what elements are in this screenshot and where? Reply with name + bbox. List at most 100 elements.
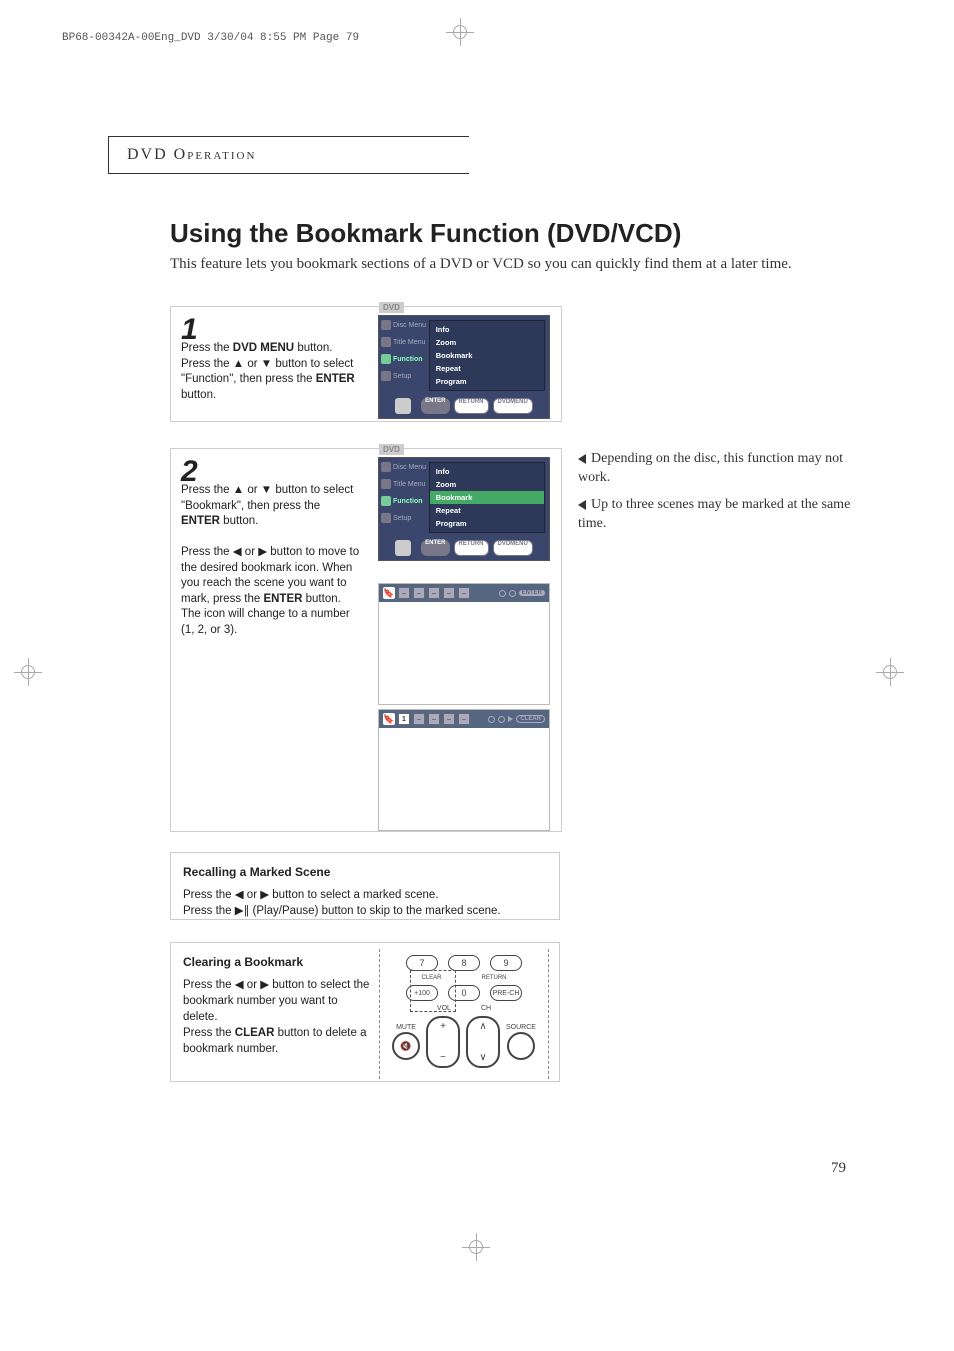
remote-btn-7: 7 [406,955,438,971]
lbl: Disc Menu [393,322,426,329]
side-note-2: Up to three scenes may be marked at the … [578,496,858,534]
dvd-mode-label: DVD [379,444,404,455]
menu-left-item: Setup [381,513,429,523]
triangle-icon [578,454,586,464]
dvdmenu-pill: DVDMENU [493,540,533,556]
nav-dot [488,716,495,723]
dpad-icon [395,398,411,414]
bookmark-slot: – [413,713,425,725]
bookmark-slot: – [458,713,470,725]
crop-mark-left [14,658,42,686]
page: BP68-00342A-00Eng_DVD 3/30/04 8:55 PM Pa… [0,0,954,1351]
menu-right-item: Info [430,465,544,478]
lbl: Title Menu [393,339,425,346]
triangle-icon [578,500,586,510]
menu-right-item: Repeat [430,362,544,375]
txt: Press the ◀ or ▶ button to select the bo… [183,979,369,1023]
lbl: Function [393,356,423,363]
dvd-mode-label: DVD [379,302,404,313]
box-heading: Recalling a Marked Scene [183,865,547,879]
menu-right-col: Info Zoom Bookmark Repeat Program [429,320,545,391]
remote-btn-prech: PRE-CH [490,985,522,1001]
enter-pill: ENTER [421,398,449,414]
bookmark-slot: – [398,587,410,599]
txt: button. [302,593,340,605]
return-pill: RETURN [454,398,489,414]
enter-label: ENTER [519,590,545,596]
page-number: 79 [831,1160,846,1177]
txt-bold: ENTER [181,515,220,527]
bookmark-slot: – [443,587,455,599]
menu-left-item-selected: Function [381,496,429,506]
bookmark-slot: – [428,713,440,725]
menu-right-item: Repeat [430,504,544,517]
menu-button-row: ENTER RETURN DVDMENU [379,537,549,560]
crop-mark-top [446,18,474,46]
txt: button. [181,389,216,401]
crop-mark-right [876,658,904,686]
remote-btn-ch: ∧∨ [466,1016,500,1068]
remote-btn-mute: 🔇 [392,1032,420,1060]
remote-btn-source [507,1032,535,1060]
menu-left-item: Disc Menu [381,462,429,472]
recall-text: Press the ◀ or ▶ button to select a mark… [183,887,547,919]
menu-right-item: Info [430,323,544,336]
txt-bold: ENTER [263,593,302,605]
step-1-text: Press the DVD MENU button. Press the ▲ o… [181,341,361,403]
lbl: Function [393,498,423,505]
nav-dot [509,590,516,597]
bookmark-strip: 🔖 1 – – – – CLEAR [379,710,549,728]
txt: The icon will change to a number (1, 2, … [181,608,350,636]
remote-diagram: 7 8 9 CLEAR RETURN +100 0 PRE-CH VOL CH … [379,949,549,1079]
menu-right-item-selected: Bookmark [430,491,544,504]
remote-label-ch: CH [481,1005,491,1012]
remote-btn-8: 8 [448,955,480,971]
menu-left-item: Title Menu [381,479,429,489]
print-meta: BP68-00342A-00Eng_DVD 3/30/04 8:55 PM Pa… [62,32,359,44]
menu-right-col: Info Zoom Bookmark Repeat Program [429,462,545,533]
remote-row-bottom: MUTE 🔇 +− ∧∨ SOURCE [392,1016,536,1068]
lbl: Title Menu [393,481,425,488]
nav-dot [498,716,505,723]
dvd-menu-panel-2: DVD Disc Menu Title Menu Function Setup … [378,457,550,561]
bookmark-slot: – [428,587,440,599]
lbl: Disc Menu [393,464,426,471]
step-2-text: Press the ▲ or ▼ button to select "Bookm… [181,483,361,638]
bookmark-bar-2: 🔖 1 – – – – CLEAR [378,709,550,831]
bookmark-icon: 🔖 [383,713,395,725]
note-text: Depending on the disc, this function may… [578,451,843,485]
remote-label-mute: MUTE [396,1024,416,1031]
menu-left-item-selected: Function [381,354,429,364]
section-header: DVD Operation [108,136,469,174]
menu-right-item: Zoom [430,478,544,491]
menu-right-item: Program [430,375,544,388]
dpad-icon [395,540,411,556]
clear-text: Press the ◀ or ▶ button to select the bo… [183,977,373,1057]
bookmark-slot-marked: 1 [398,713,410,725]
side-note-1: Depending on the disc, this function may… [578,450,858,488]
step-2-box: 2 Press the ▲ or ▼ button to select "Boo… [170,448,562,832]
return-pill: RETURN [454,540,489,556]
txt: Press the ▲ or ▼ button to select "Bookm… [181,484,353,512]
nav-dot [499,590,506,597]
page-title: Using the Bookmark Function (DVD/VCD) [170,218,681,249]
bookmark-bar-1: 🔖 – – – – – ENTER [378,583,550,705]
clear-box: Clearing a Bookmark Press the ◀ or ▶ but… [170,942,560,1082]
recall-box: Recalling a Marked Scene Press the ◀ or … [170,852,560,920]
clear-highlight-box [410,970,456,1012]
remote-row: 7 8 9 [406,955,522,971]
txt: Press the [183,1027,235,1039]
enter-pill: ENTER [421,540,449,556]
lbl: Setup [393,515,411,522]
txt: Press the [181,342,233,354]
play-icon [508,716,513,722]
txt: button. [294,342,332,354]
menu-left-item: Disc Menu [381,320,429,330]
menu-button-row: ENTER RETURN DVDMENU [379,395,549,418]
menu-left-col: Disc Menu Title Menu Function Setup [379,458,429,537]
crop-mark-bottom [462,1233,490,1261]
dvdmenu-pill: DVDMENU [493,398,533,414]
lbl: Setup [393,373,411,380]
intro-text: This feature lets you bookmark sections … [170,254,850,275]
txt: Press the ▶∥ (Play/Pause) button to skip… [183,905,501,917]
